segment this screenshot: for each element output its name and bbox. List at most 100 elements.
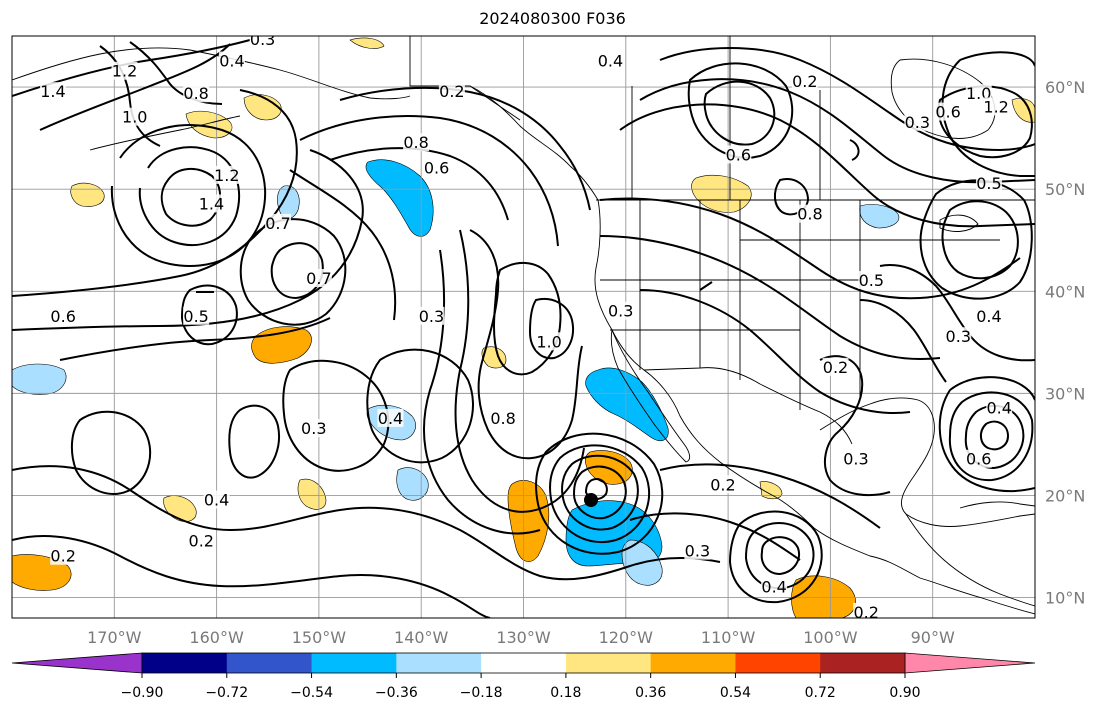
contour-label-bg xyxy=(111,61,138,80)
fill-yellow-gulf xyxy=(759,481,783,500)
contour-label: 0.5 xyxy=(859,271,884,290)
contour-label: 1.0 xyxy=(536,332,561,351)
contour-label: 0.4 xyxy=(761,577,786,596)
contour-label-bg xyxy=(198,194,225,213)
contour-label-bg xyxy=(935,102,962,121)
us-mexico-border xyxy=(643,367,853,445)
contour-label: 0.3 xyxy=(946,327,971,346)
canada-provinces xyxy=(469,36,821,200)
contour-label: 0.4 xyxy=(986,399,1011,418)
colorbar-tick-label: 0.72 xyxy=(805,685,836,701)
contour-label-bg xyxy=(853,602,880,618)
baja-peninsula xyxy=(610,328,691,463)
contour-label-bg xyxy=(597,51,624,70)
lon-tick-label: 150°W xyxy=(292,628,347,647)
colorbar-segment xyxy=(311,653,397,673)
fill-yellow-north xyxy=(349,37,385,49)
contour-label-bg xyxy=(213,165,240,184)
contour-label-bg xyxy=(183,306,210,325)
contour-label: 0.2 xyxy=(792,72,817,91)
colorbar-tick-label: 0.90 xyxy=(889,685,920,701)
colorbar-tick-label: 0.36 xyxy=(635,685,666,701)
contour-label: 0.4 xyxy=(204,491,229,510)
lat-tick-label: 40°N xyxy=(1045,282,1085,301)
contour-label: 1.4 xyxy=(40,82,65,101)
contour-label-bg xyxy=(858,271,885,290)
lon-tick-label: 160°W xyxy=(189,628,244,647)
contour-label-bg xyxy=(183,84,210,103)
contour-label: 0.3 xyxy=(301,419,326,438)
contour-label: 0.6 xyxy=(935,103,960,122)
contour-label: 0.2 xyxy=(823,358,848,377)
contour-label: 0.4 xyxy=(598,52,623,71)
colorbar: −0.90 −0.72 −0.54 −0.36 −0.18 0.18 0.36 0.54 0.7… xyxy=(11,652,1036,701)
lat-tick-label: 10°N xyxy=(1045,589,1085,608)
colorbar-tick-label: −0.36 xyxy=(375,685,418,701)
colorbar-segment xyxy=(481,653,567,673)
hudson-bay xyxy=(890,58,996,139)
contour-label: 0.5 xyxy=(976,174,1001,193)
contour-label-bg xyxy=(490,408,517,427)
colorbar-segment xyxy=(650,653,736,673)
contour-label-bg xyxy=(965,449,992,468)
latitude-labels: 60°N 50°N 40°N 30°N 20°N 10°N xyxy=(1045,78,1085,608)
contour-label-bg xyxy=(300,419,327,438)
colorbar-tick-label: −0.18 xyxy=(460,685,503,701)
colorbar-segment xyxy=(226,653,313,673)
colorbar-segment xyxy=(820,653,906,673)
fill-blue-north-pacific xyxy=(365,159,434,237)
lat-tick-label: 20°N xyxy=(1045,486,1085,505)
map-title: 2024080300 F036 xyxy=(479,9,626,28)
contour-label: 1.2 xyxy=(214,166,239,185)
contour-label-bg xyxy=(418,306,445,325)
lat-tick-label: 60°N xyxy=(1045,78,1085,97)
lon-tick-label: 90°W xyxy=(911,628,955,647)
contour-label: 1.0 xyxy=(122,108,147,127)
colorbar-segment xyxy=(142,653,228,673)
colorbar-tick-label: −0.90 xyxy=(121,685,164,701)
contour-label-bg xyxy=(975,174,1002,193)
contour-label: 0.6 xyxy=(966,450,991,469)
contour-label-bg xyxy=(842,449,869,468)
contour-label-bg xyxy=(796,204,823,223)
contour-label-bg xyxy=(904,112,931,131)
contour-label-bg xyxy=(983,97,1010,116)
colorbar-extend-high xyxy=(904,652,1036,674)
lon-tick-label: 100°W xyxy=(803,628,858,647)
fill-orange-west-baja xyxy=(507,480,550,562)
colorbar-segment xyxy=(565,653,652,673)
colorbar-tick-label: 0.18 xyxy=(550,685,581,701)
contour-label-bg xyxy=(121,107,148,126)
central-america xyxy=(905,513,1035,607)
contour-label: 0.4 xyxy=(976,307,1001,326)
north-america-coast xyxy=(409,36,1035,615)
contour-label-bg xyxy=(536,332,563,351)
contour-label: 1.2 xyxy=(112,62,137,81)
lon-tick-label: 140°W xyxy=(394,628,449,647)
contour-label-bg xyxy=(945,327,972,346)
contour-label-bg xyxy=(249,36,276,49)
contour-label: 0.2 xyxy=(710,475,735,494)
coastlines-and-borders xyxy=(12,36,1035,615)
contour-label-bg xyxy=(607,301,634,320)
contour-label-bg xyxy=(438,82,465,101)
contour-label: 0.3 xyxy=(250,30,275,49)
contour-label-bg xyxy=(822,357,849,376)
contour-label: 0.4 xyxy=(378,409,403,428)
contour-label-bg xyxy=(50,546,77,565)
contour-label-bg xyxy=(761,577,788,596)
contour-lines xyxy=(12,39,1035,618)
contour-label-bg xyxy=(50,306,77,325)
contour-label-bg xyxy=(403,133,430,152)
colorbar-tick-label: 0.54 xyxy=(720,685,751,701)
contour-label: 0.3 xyxy=(608,302,633,321)
lat-lon-grid xyxy=(12,36,1035,618)
contour-label: 0.6 xyxy=(424,159,449,178)
map-frame xyxy=(11,35,1036,619)
longitude-labels: 170°W 160°W 150°W 140°W 130°W 120°W 110°W 100°W… xyxy=(87,628,955,647)
contour-label: 0.4 xyxy=(219,52,244,71)
aleutian-chain xyxy=(89,115,241,151)
contour-label: 0.2 xyxy=(439,82,464,101)
contour-label: 0.8 xyxy=(490,409,515,428)
